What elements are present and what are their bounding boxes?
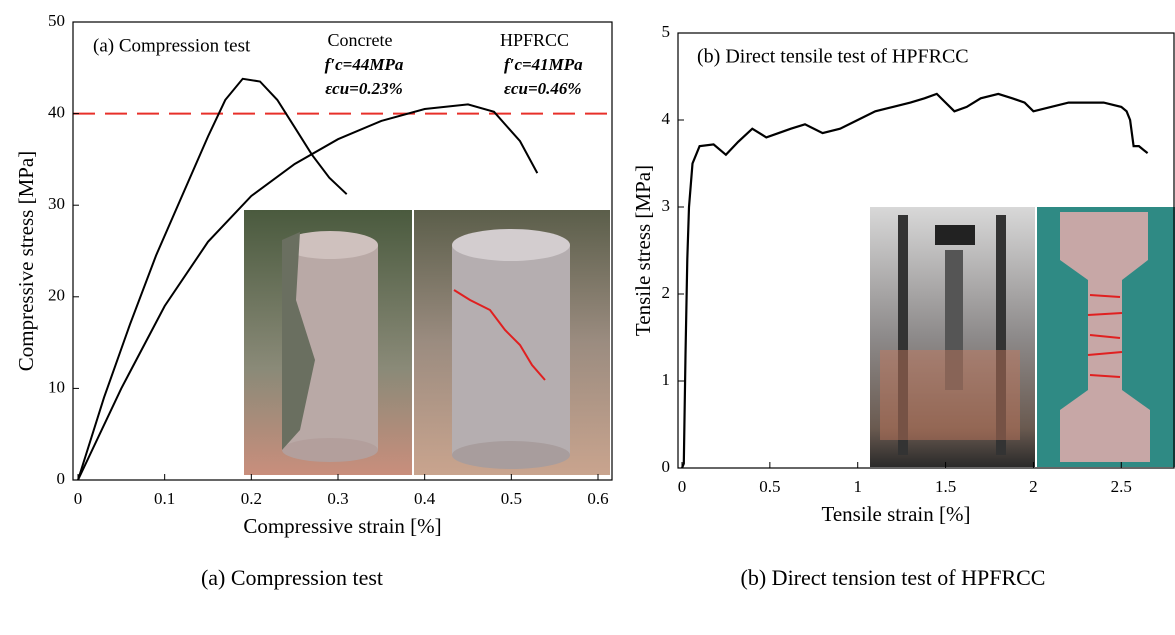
x-tick-label: 0.6 [587,489,608,508]
annotation: εcu=0.46% [504,79,582,98]
chart-title: (a) Compression test [93,35,251,56]
x-tick-label: 0.5 [759,477,780,496]
photo-specimen [1037,207,1175,467]
y-tick-label: 10 [48,377,65,396]
y-tick-label: 0 [662,457,671,476]
x-tick-label: 0.1 [154,489,175,508]
figure-caption: (a) Compression test [201,565,383,590]
photo-concrete [244,210,412,475]
y-tick-label: 30 [48,194,65,213]
data-line [77,103,539,481]
x-tick-label: 0 [678,477,687,496]
x-tick-label: 0.3 [327,489,348,508]
x-tick-label: 1.5 [935,477,956,496]
y-tick-label: 20 [48,286,65,305]
annotation: f′c=44MPa [325,55,404,74]
x-tick-label: 0.5 [501,489,522,508]
y-tick-label: 40 [48,103,65,122]
plot-frame [677,32,1175,469]
y-tick-label: 2 [662,283,671,302]
annotation: εcu=0.23% [325,79,403,98]
y-axis-label: Tensile stress [MPa] [631,165,655,336]
annotation: f′c=41MPa [504,55,583,74]
x-axis-label: Tensile strain [%] [822,502,971,526]
x-tick-label: 2.5 [1111,477,1132,496]
y-tick-label: 5 [662,22,671,41]
y-tick-label: 3 [662,196,671,215]
x-axis-label: Compressive strain [%] [243,514,441,538]
y-tick-label: 0 [57,469,66,488]
data-line [680,92,1149,469]
data-line [77,77,348,481]
y-tick-label: 4 [662,109,671,128]
y-axis-label: Compressive stress [MPa] [14,151,38,371]
x-tick-label: 0.4 [414,489,436,508]
figure-caption: (b) Direct tension test of HPFRCC [741,565,1046,590]
series-label: Concrete [328,30,393,50]
series-label: HPFRCC [500,30,569,50]
photo-hpfrcc [414,210,610,475]
y-tick-label: 1 [662,370,671,389]
x-tick-label: 0.2 [241,489,262,508]
photo-test-machine [870,207,1035,467]
x-tick-label: 0 [74,489,83,508]
y-tick-label: 50 [48,11,65,30]
plot-frame [72,21,613,481]
x-tick-label: 2 [1029,477,1038,496]
x-tick-label: 1 [853,477,862,496]
chart-title: (b) Direct tensile test of HPFRCC [697,46,969,68]
